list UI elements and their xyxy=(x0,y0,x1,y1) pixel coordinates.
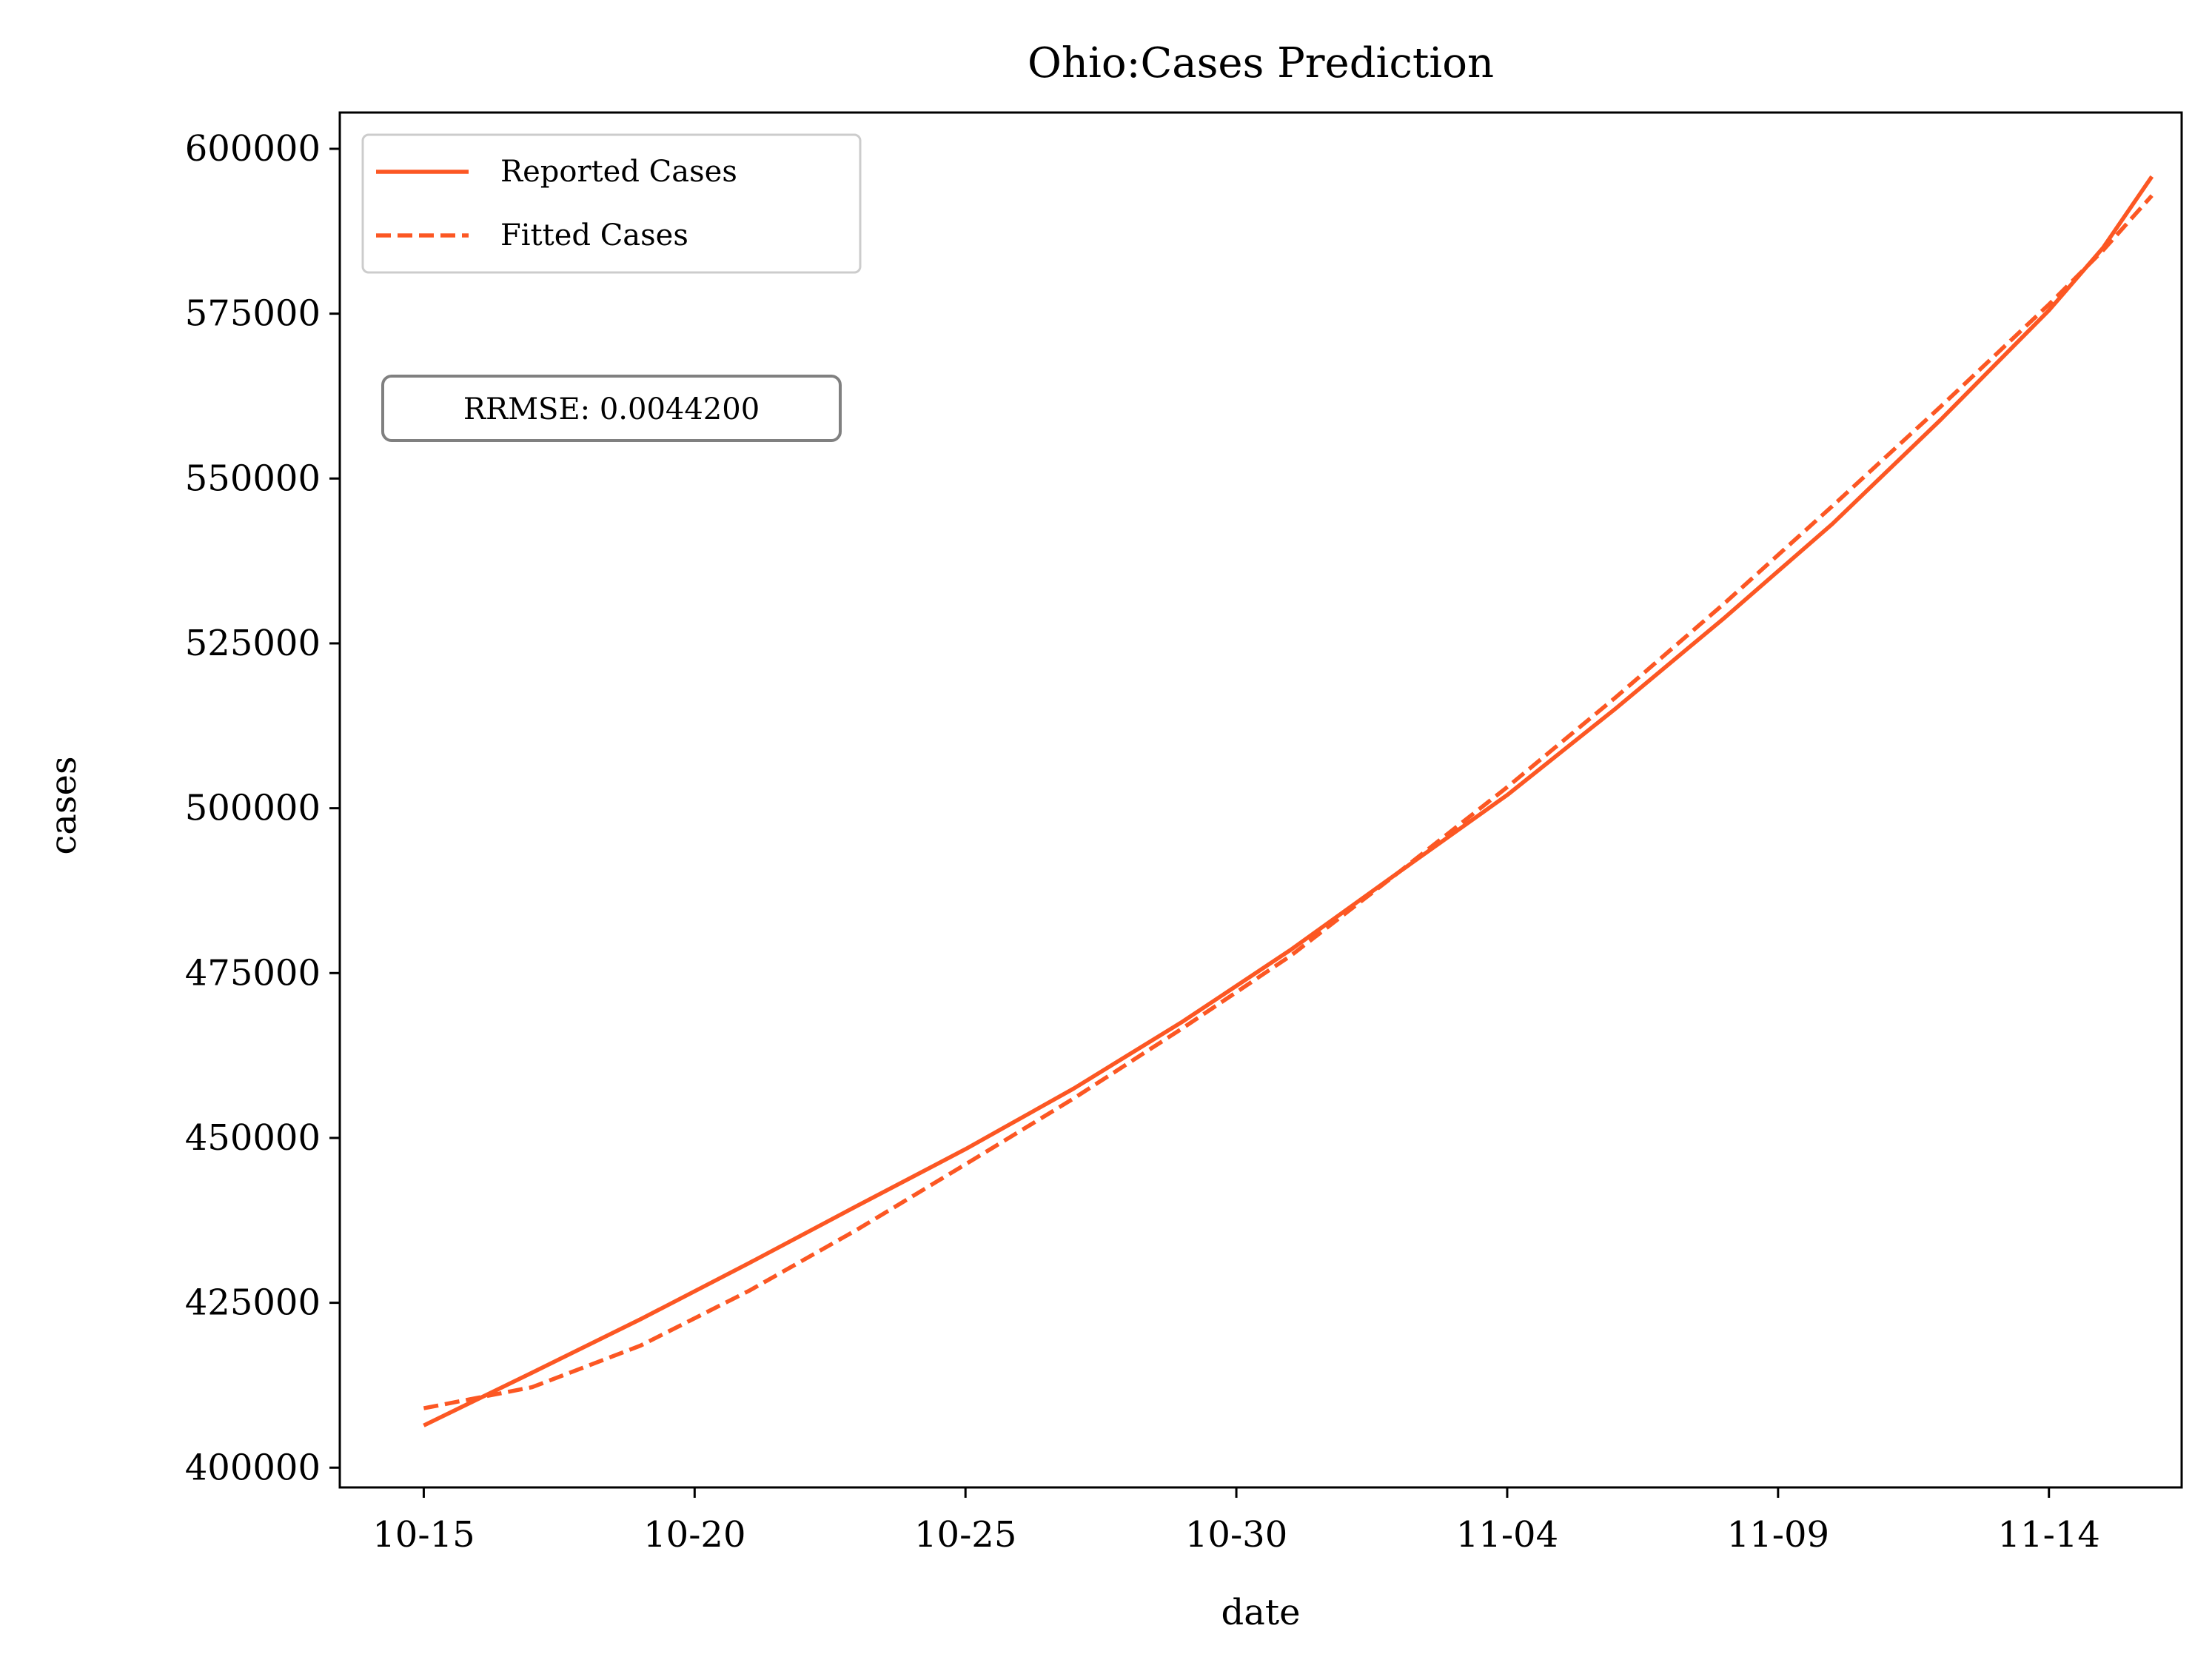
x-tick-label: 11-04 xyxy=(1456,1514,1558,1556)
x-axis-label: date xyxy=(1221,1592,1300,1633)
x-tick-label: 10-20 xyxy=(643,1514,745,1556)
y-tick-label: 450000 xyxy=(185,1117,321,1159)
y-tick-label: 550000 xyxy=(185,458,321,499)
legend-label-reported: Reported Cases xyxy=(500,155,737,189)
x-tick-label: 11-14 xyxy=(1998,1514,2100,1556)
rrmse-text: RRMSE: 0.0044200 xyxy=(463,392,760,426)
y-tick-label: 500000 xyxy=(185,788,321,829)
series-line-fitted-cases xyxy=(423,194,2154,1410)
y-tick-label: 400000 xyxy=(185,1447,321,1488)
legend: Reported Cases Fitted Cases xyxy=(361,133,862,274)
y-tick-label: 475000 xyxy=(185,952,321,994)
rrmse-annotation: RRMSE: 0.0044200 xyxy=(381,375,842,442)
chart-title: Ohio:Cases Prediction xyxy=(1028,39,1494,87)
x-tick-label: 10-15 xyxy=(372,1514,475,1556)
x-tick-label: 11-09 xyxy=(1727,1514,1829,1556)
x-axis: 10-15 10-20 10-25 10-30 11-04 11-09 11-14 xyxy=(372,1487,2100,1556)
plot-lines xyxy=(423,175,2154,1427)
legend-label-fitted: Fitted Cases xyxy=(500,218,688,252)
x-tick-label: 10-30 xyxy=(1185,1514,1287,1556)
y-axis: 400000 425000 450000 475000 500000 525000 5500… xyxy=(185,128,340,1488)
plot-frame xyxy=(338,111,2183,1489)
rrmse-box xyxy=(381,375,842,442)
y-tick-label: 525000 xyxy=(185,623,321,664)
series-line-reported-cases xyxy=(423,175,2154,1427)
y-tick-label: 575000 xyxy=(185,293,321,335)
y-tick-label: 600000 xyxy=(185,128,321,170)
legend-box xyxy=(361,133,862,274)
y-axis-label: cases xyxy=(43,756,84,854)
x-tick-label: 10-25 xyxy=(914,1514,1016,1556)
y-tick-label: 425000 xyxy=(185,1282,321,1324)
